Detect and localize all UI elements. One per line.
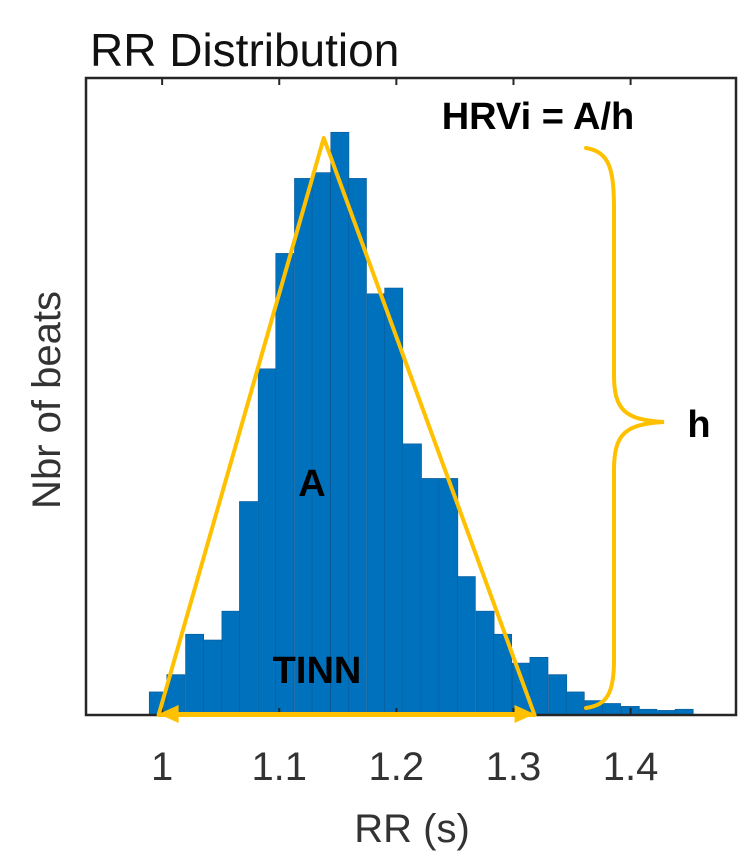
histogram-bar	[366, 293, 386, 716]
x-tick-label: 1.3	[486, 745, 542, 789]
chart-title: RR Distribution	[90, 24, 399, 76]
histogram-bars	[148, 131, 694, 716]
x-axis-label: RR (s)	[354, 807, 470, 851]
histogram-bar	[185, 633, 205, 716]
histogram-bar	[330, 131, 350, 716]
tinn-annotation: TINN	[273, 650, 362, 692]
height-annotation: h	[687, 404, 710, 446]
x-tick-label: 1.2	[369, 745, 425, 789]
y-axis-label: Nbr of beats	[25, 291, 69, 509]
histogram-bar	[420, 478, 440, 716]
histogram-bar	[202, 639, 222, 716]
histogram-bar	[548, 674, 568, 716]
formula-annotation: HRVi = A/h	[442, 96, 635, 138]
tinn-arrow-left-head	[158, 705, 179, 723]
x-axis-ticks: 1 1.1 1.2 1.3 1.4	[151, 78, 658, 789]
x-tick-label: 1.4	[603, 745, 659, 789]
histogram-bar	[403, 443, 422, 716]
area-annotation: A	[298, 463, 325, 505]
height-brace	[584, 146, 665, 710]
histogram-bar	[565, 691, 585, 716]
histogram-bar	[311, 172, 331, 716]
tinn-arrow-right-head	[514, 705, 535, 723]
histogram-bar	[439, 478, 459, 716]
histogram-bar	[221, 610, 241, 716]
histogram-bar	[239, 501, 258, 716]
histogram-bar	[456, 576, 476, 716]
histogram-bar	[275, 253, 295, 716]
histogram-bar	[475, 610, 495, 716]
histogram-bar	[294, 178, 313, 716]
histogram-bar	[602, 703, 621, 716]
histogram-bar	[348, 178, 367, 716]
x-tick-label: 1	[151, 745, 173, 789]
x-tick-label: 1.1	[251, 745, 307, 789]
